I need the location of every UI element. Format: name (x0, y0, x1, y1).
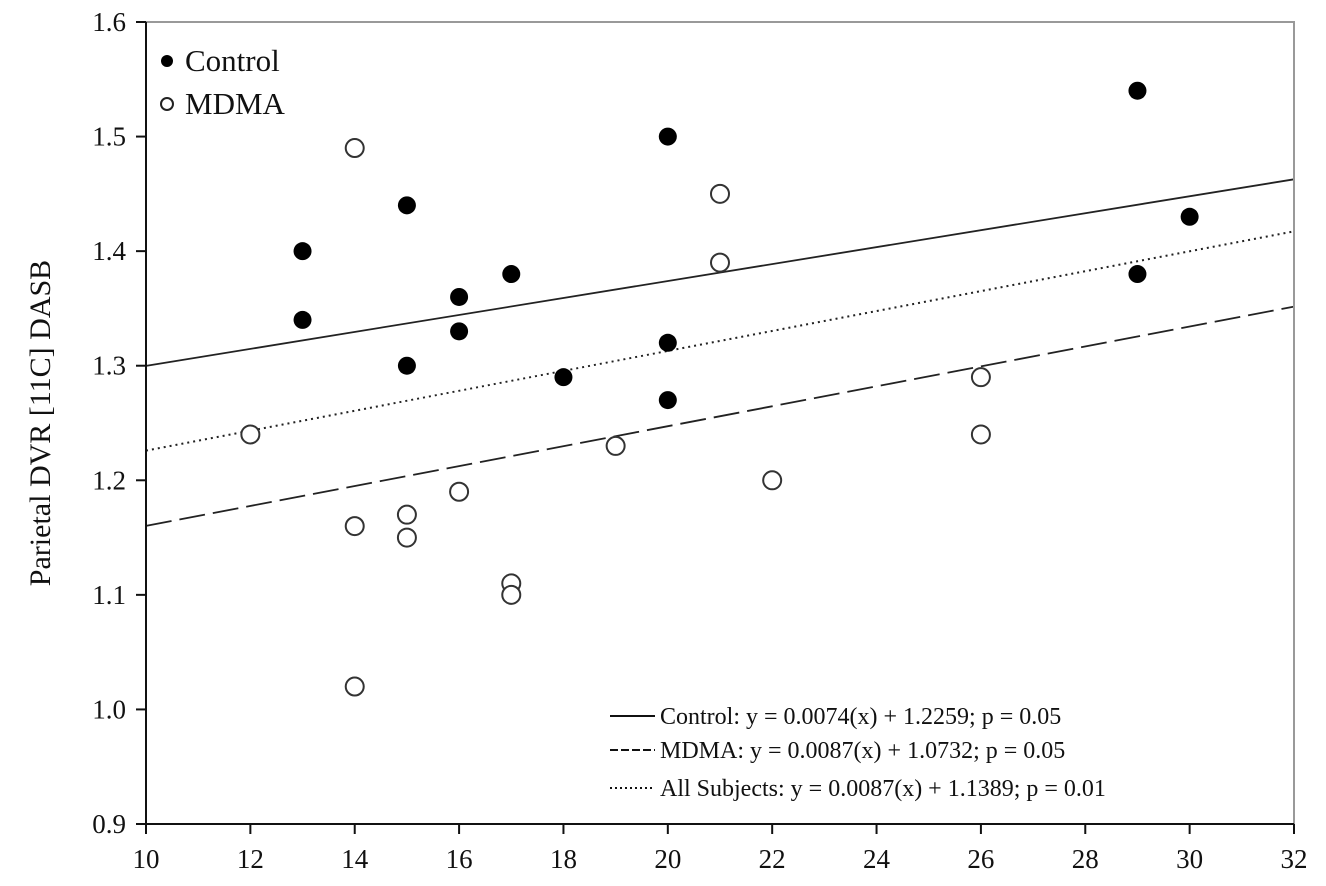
point-mdma (501, 584, 522, 605)
x-tick-label: 26 (967, 844, 994, 874)
x-tick-label: 32 (1281, 844, 1308, 874)
regression-lines (145, 178, 1295, 527)
data-points (240, 81, 1199, 697)
point-control (1180, 207, 1199, 226)
point-mdma (344, 138, 365, 159)
point-control (1128, 265, 1147, 284)
y-axis-label: Parietal DVR [11C] DASB (24, 260, 57, 586)
y-tick-label: 1.3 (92, 351, 126, 381)
point-mdma (396, 504, 417, 525)
point-control (658, 333, 677, 352)
point-mdma (449, 481, 470, 502)
point-control (293, 310, 312, 329)
legend-marker-mdma (160, 97, 174, 111)
point-mdma (396, 527, 417, 548)
y-tick-label: 1.4 (92, 236, 126, 266)
x-tick-label: 24 (863, 844, 891, 874)
legend-marker-control (161, 55, 173, 67)
y-tick-label: 1.1 (92, 580, 126, 610)
point-control (658, 127, 677, 146)
point-control (502, 265, 521, 284)
x-tick-label: 20 (654, 844, 681, 874)
point-mdma (970, 424, 991, 445)
point-mdma (240, 424, 261, 445)
point-mdma (344, 516, 365, 537)
point-mdma (762, 470, 783, 491)
point-control (397, 356, 416, 375)
point-mdma (605, 435, 626, 456)
x-tick-label: 28 (1072, 844, 1099, 874)
fit-line-all-subjects (145, 230, 1295, 452)
line-legend: Control: y = 0.0074(x) + 1.2259; p = 0.0… (610, 704, 1106, 802)
x-tick-label: 16 (446, 844, 473, 874)
point-control (450, 287, 469, 306)
point-control (1128, 81, 1147, 100)
x-tick-label: 14 (341, 844, 369, 874)
legend-label-mdma: MDMA (185, 86, 286, 121)
x-tick-label: 30 (1176, 844, 1203, 874)
fit-line-mdma (145, 305, 1295, 527)
point-control (450, 322, 469, 341)
point-control (293, 242, 312, 261)
y-tick-label: 1.6 (92, 7, 126, 37)
point-mdma (710, 183, 730, 204)
legend-label-all-fit: All Subjects: y = 0.0087(x) + 1.1389; p … (660, 776, 1106, 802)
point-mdma (344, 676, 365, 697)
x-tick-label: 18 (550, 844, 577, 874)
x-tick-label: 12 (237, 844, 264, 874)
y-tick-label: 0.9 (92, 809, 126, 839)
point-mdma (710, 252, 730, 273)
y-tick-label: 1.5 (92, 122, 126, 152)
marker-legend: Control MDMA (160, 43, 286, 121)
legend-label-mdma-fit: MDMA: y = 0.0087(x) + 1.0732; p = 0.05 (660, 738, 1065, 764)
x-tick-label: 10 (133, 844, 160, 874)
legend-label-control: Control (185, 43, 280, 78)
point-control (397, 196, 416, 215)
point-control (658, 391, 677, 410)
y-tick-label: 1.2 (92, 465, 126, 495)
legend-label-control-fit: Control: y = 0.0074(x) + 1.2259; p = 0.0… (660, 704, 1061, 730)
point-mdma (970, 367, 991, 388)
y-tick-label: 1.0 (92, 694, 126, 724)
x-tick-label: 22 (759, 844, 786, 874)
x-axis-ticks: 10 12 14 16 18 20 22 24 26 28 30 32 (133, 824, 1308, 874)
y-axis-ticks: 0.9 1.0 1.1 1.2 1.3 1.4 1.5 1.6 (92, 7, 146, 839)
point-control (554, 368, 573, 387)
